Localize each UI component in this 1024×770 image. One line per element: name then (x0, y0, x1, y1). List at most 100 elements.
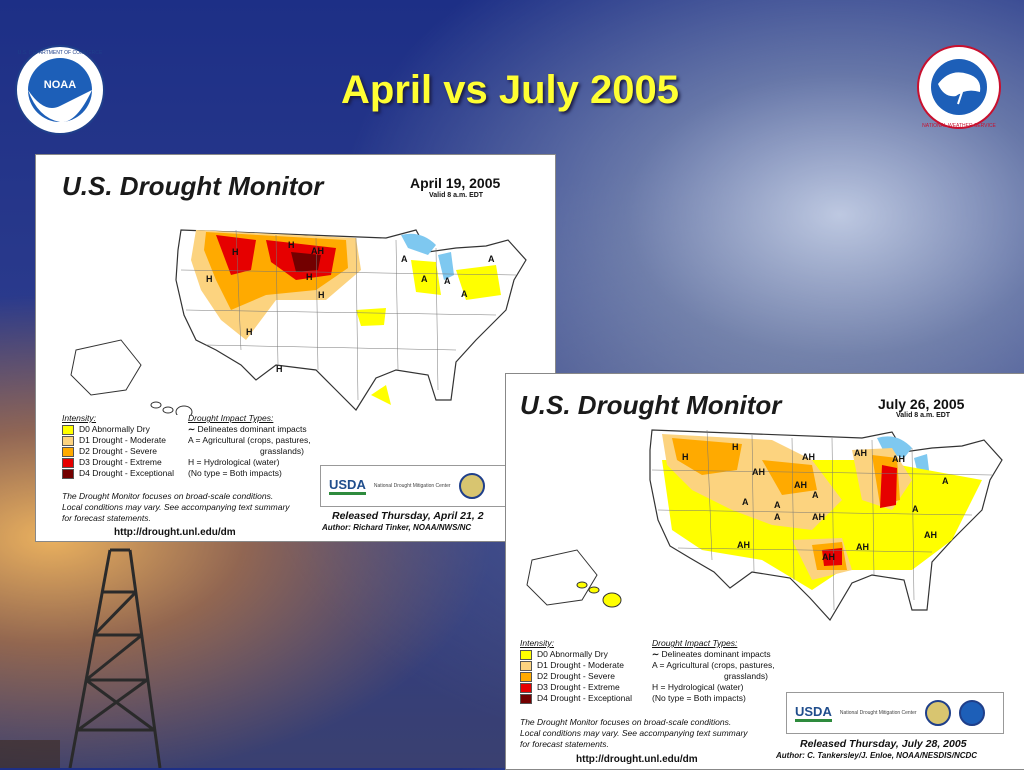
commerce-seal-icon (458, 473, 485, 499)
july-map-title: U.S. Drought Monitor (520, 390, 782, 420)
july-legend-d3: D3 Drought - Extreme (537, 682, 620, 692)
april-legend-d0: D0 Abnormally Dry (79, 424, 150, 434)
april-released: Released Thursday, April 21, 2 (332, 510, 484, 522)
april-impact-3: H = Hydrological (water) (188, 457, 280, 467)
ndmc-logo: National Drought Mitigation Center (373, 483, 451, 489)
july-alaska (526, 549, 598, 606)
april-map-label: H (306, 272, 313, 282)
noaa-ring-text: U.S. DEPARTMENT OF COMMERCE (18, 50, 103, 56)
july-hawaii (576, 581, 622, 608)
slide-title: April vs July 2005 (341, 68, 679, 112)
july-legend-head: Intensity: (520, 638, 555, 648)
july-legend-d4: D4 Drought - Exceptional (537, 693, 632, 703)
april-map-valid: Valid 8 a.m. EDT (429, 192, 484, 199)
july-note-2: for forecast statements. (520, 739, 609, 749)
april-legend-head: Intensity: (62, 413, 97, 423)
july-impact-1: A = Agricultural (crops, pastures, (652, 660, 775, 670)
ndmc-logo: National Drought Mitigation Center (839, 710, 917, 716)
impact-line-icon: ∼ (652, 649, 660, 659)
april-d0-region (356, 260, 501, 405)
april-map-label: H (232, 247, 239, 257)
april-map-label: H (288, 240, 295, 250)
july-impact-0: Delineates dominant impacts (661, 649, 771, 659)
april-impact-legend: Drought Impact Types: ∼ Delineates domin… (188, 413, 311, 479)
noaa-seal-icon (958, 700, 985, 726)
april-map-label: A (444, 276, 451, 286)
july-map-label: A (742, 497, 749, 507)
july-map-label: A (774, 500, 781, 510)
july-legend-d1: D1 Drought - Moderate (537, 660, 624, 670)
april-us-map: H H AH H H H H A A A A A H (70, 229, 527, 415)
april-intensity-legend: Intensity: D0 Abnormally Dry D1 Drought … (62, 413, 174, 479)
april-note-0: The Drought Monitor focuses on broad-sca… (62, 491, 274, 501)
july-note-1: Local conditions may vary. See accompany… (520, 728, 748, 738)
april-d4-region (291, 252, 321, 272)
july-impact-4: (No type = Both impacts) (652, 693, 746, 703)
april-note-1: Local conditions may vary. See accompany… (62, 502, 290, 512)
july-legend-d2: D2 Drought - Severe (537, 671, 615, 681)
d0-swatch (62, 424, 74, 435)
april-map-label: A (461, 289, 468, 299)
d4-swatch (520, 693, 532, 704)
april-great-lakes (401, 233, 454, 280)
july-author: Author: C. Tankersley/J. Enloe, NOAA/NES… (776, 751, 978, 760)
july-url: http://drought.unl.edu/dm (576, 754, 698, 765)
july-impact-2: grasslands) (724, 671, 768, 681)
july-note: The Drought Monitor focuses on broad-sca… (520, 717, 780, 750)
d3-swatch (62, 457, 74, 468)
july-drought-map: U.S. Drought Monitor July 26, 2005 Valid… (505, 373, 1024, 770)
july-map-label: AH (856, 542, 869, 552)
july-map-label: AH (752, 467, 765, 477)
d3-swatch (520, 682, 532, 693)
july-released: Released Thursday, July 28, 2005 (800, 738, 967, 750)
april-hawaii (150, 401, 193, 415)
april-impact-4: (No type = Both impacts) (188, 468, 282, 478)
april-map-label: A (421, 274, 428, 284)
nws-ring-text: NATIONAL WEATHER SERVICE (922, 123, 996, 129)
april-map-label: H (318, 290, 325, 300)
april-legend-d1: D1 Drought - Moderate (79, 435, 166, 445)
july-map-label: AH (822, 552, 835, 562)
july-map-label: A (774, 512, 781, 522)
july-map-label: AH (892, 454, 905, 464)
april-note: The Drought Monitor focuses on broad-sca… (62, 491, 322, 524)
july-map-label: A (912, 504, 919, 514)
april-drought-map: U.S. Drought Monitor April 19, 2005 Vali… (35, 154, 556, 542)
april-map-date: April 19, 2005 (410, 175, 501, 191)
april-impact-0: Delineates dominant impacts (197, 424, 307, 434)
july-us-map: H H AH AH AH AH AH A A A AH AH A AH A A … (526, 429, 1003, 622)
april-url: http://drought.unl.edu/dm (114, 527, 236, 538)
july-map-label: H (732, 442, 739, 452)
april-map-title: U.S. Drought Monitor (62, 171, 324, 201)
april-impact-head: Drought Impact Types: (188, 413, 274, 423)
july-legend-d0: D0 Abnormally Dry (537, 649, 608, 659)
d2-swatch (520, 671, 532, 682)
july-map-label: H (682, 452, 689, 462)
july-map-label: AH (812, 512, 825, 522)
july-map-label: AH (924, 530, 937, 540)
d4-swatch (62, 468, 74, 479)
july-map-label: AH (794, 480, 807, 490)
d2-swatch (62, 446, 74, 457)
usda-logo: USDA (329, 477, 366, 495)
april-alaska (70, 339, 142, 396)
april-map-label: H (246, 327, 253, 337)
july-map-label: AH (737, 540, 750, 550)
d1-swatch (520, 660, 532, 671)
april-impact-1: A = Agricultural (crops, pastures, (188, 435, 311, 445)
impact-line-icon: ∼ (188, 424, 196, 434)
april-legend-d4: D4 Drought - Exceptional (79, 468, 174, 478)
july-impact-3: H = Hydrological (water) (652, 682, 744, 692)
april-map-label: H (206, 274, 213, 284)
july-great-lakes (877, 436, 930, 482)
april-legend-d2: D2 Drought - Severe (79, 446, 157, 456)
july-intensity-legend: Intensity: D0 Abnormally Dry D1 Drought … (520, 638, 632, 704)
july-map-label: A (942, 476, 949, 486)
nws-logo: NATIONAL WEATHER SERVICE (917, 45, 1001, 129)
july-impact-legend: Drought Impact Types: ∼ Delineates domin… (652, 638, 775, 704)
d0-swatch (520, 649, 532, 660)
april-impact-2: grasslands) (260, 446, 304, 456)
noaa-logo-text: NOAA (44, 79, 76, 91)
july-map-label: AH (854, 448, 867, 458)
april-note-2: for forecast statements. (62, 513, 151, 523)
